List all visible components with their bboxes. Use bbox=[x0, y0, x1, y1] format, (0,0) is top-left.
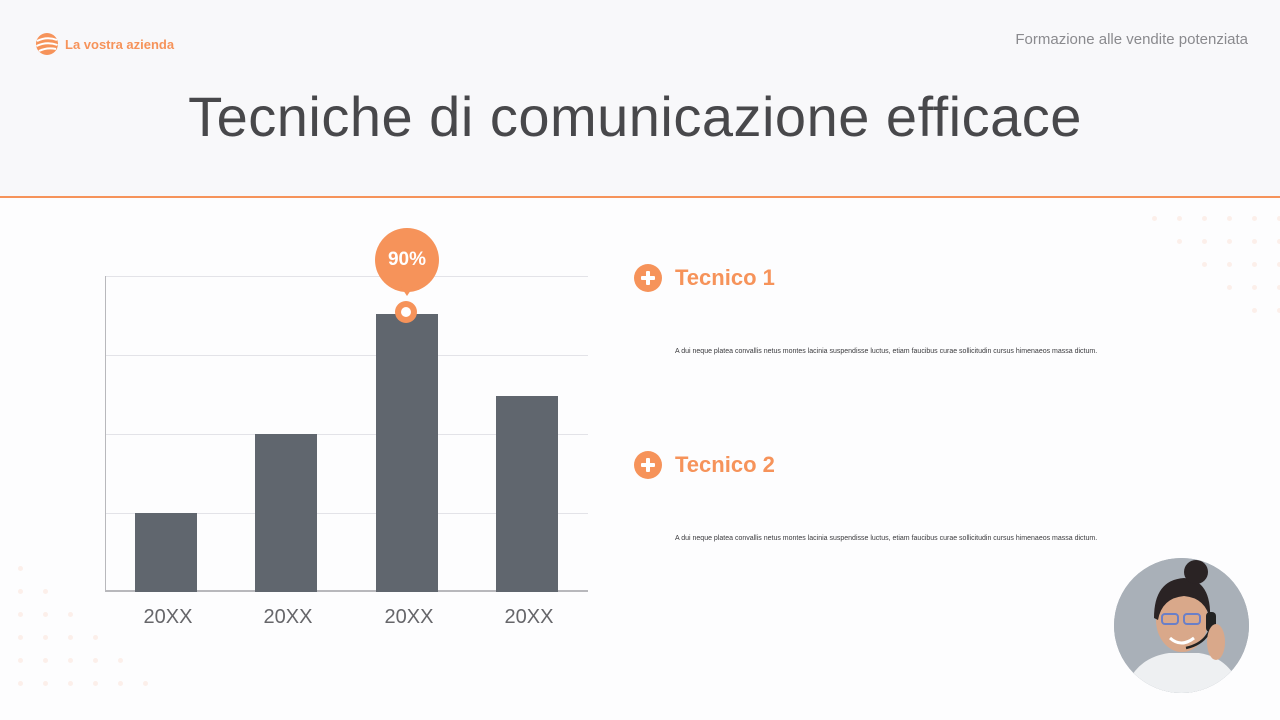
bar bbox=[135, 513, 197, 592]
plus-circle-icon bbox=[634, 451, 662, 479]
technique-1: Tecnico 1 bbox=[634, 264, 775, 292]
decorative-dot-pattern bbox=[1152, 216, 1280, 313]
technique-title: Tecnico 1 bbox=[675, 265, 775, 290]
callout-label: 90% bbox=[387, 249, 427, 270]
gridline bbox=[105, 434, 588, 435]
presentation-subtitle: Formazione alle vendite potenziata bbox=[1015, 31, 1248, 48]
callout-pointer bbox=[401, 287, 413, 296]
gridline bbox=[105, 276, 588, 277]
bar bbox=[255, 434, 317, 592]
company-logo[interactable]: La vostra azienda bbox=[35, 32, 174, 56]
header-band bbox=[0, 0, 1280, 196]
technique-2: Tecnico 2 bbox=[634, 451, 775, 479]
bar bbox=[376, 313, 438, 592]
person-with-headset-photo bbox=[1114, 558, 1249, 693]
x-tick-label: 20XX bbox=[504, 606, 554, 628]
technique-title: Tecnico 2 bbox=[675, 452, 775, 477]
decorative-dot-pattern bbox=[18, 566, 148, 686]
globe-logo-icon bbox=[36, 33, 58, 55]
plus-circle-icon bbox=[634, 264, 662, 292]
value-callout: 90% bbox=[375, 228, 439, 292]
x-tick-label: 20XX bbox=[263, 606, 313, 628]
y-axis bbox=[105, 276, 106, 592]
gridline bbox=[105, 513, 588, 514]
headset-person-icon bbox=[1114, 558, 1249, 693]
technique-description: A dui neque platea convallis netus monte… bbox=[675, 348, 1098, 355]
data-point-marker bbox=[395, 301, 417, 323]
page-title: Tecniche di comunicazione efficace bbox=[188, 85, 1082, 148]
bar bbox=[496, 396, 558, 592]
x-tick-label: 20XX bbox=[384, 606, 434, 628]
gridline bbox=[105, 355, 588, 356]
logo-text: La vostra azienda bbox=[65, 36, 175, 52]
header-divider bbox=[0, 196, 1280, 198]
bar-chart bbox=[105, 276, 588, 592]
technique-description: A dui neque platea convallis netus monte… bbox=[675, 535, 1098, 542]
x-tick-label: 20XX bbox=[143, 606, 193, 628]
x-axis bbox=[105, 590, 588, 592]
